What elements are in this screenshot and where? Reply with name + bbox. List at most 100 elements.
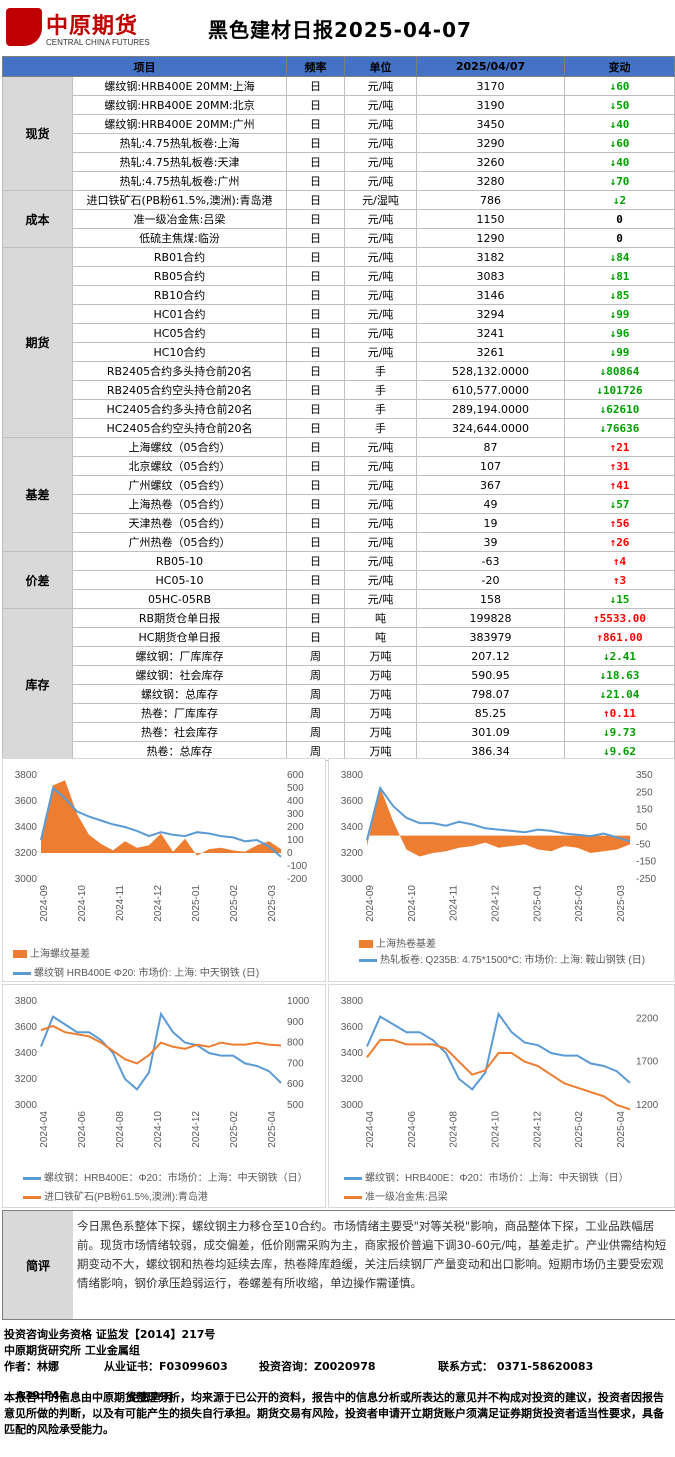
change-value: 40 <box>616 155 630 169</box>
frequency-cell: 日 <box>286 627 345 647</box>
change-value: 56 <box>616 516 630 530</box>
change-value: 9.73 <box>609 725 637 739</box>
legend-label: 上海热卷基差 <box>376 939 436 950</box>
y-right-tick-label: -50 <box>636 839 651 850</box>
frequency-cell: 日 <box>286 228 345 248</box>
table-row: 螺纹钢：厂库库存周万吨 207.12 ↓2.41 <box>3 646 675 666</box>
arrow-down-icon: ↓ <box>609 155 617 169</box>
legend-label: 螺纹钢 HRB400E Φ20: 市场价: 上海: 中天钢铁 (日) <box>34 968 260 979</box>
item-cell: 螺纹钢:HRB400E 20MM:广州 <box>72 114 287 134</box>
item-cell: 05HC-05RB <box>72 589 287 609</box>
y-right-tick-label: 2200 <box>636 1013 659 1024</box>
value-cell: 383979 <box>416 627 565 647</box>
logo-english-name: CENTRAL CHINA FUTURES <box>46 38 150 47</box>
y-right-tick-label: 50 <box>636 822 648 833</box>
legend-swatch <box>13 971 31 975</box>
arrow-down-icon: ↓ <box>609 497 617 511</box>
legend-label: 进口铁矿石(PB粉61.5%,澳洲):青岛港 <box>44 1192 208 1203</box>
change-cell: ↑26 <box>564 532 675 552</box>
x-tick-label: 2024-12 <box>491 885 502 922</box>
frequency-cell: 周 <box>286 684 345 704</box>
frequency-cell: 周 <box>286 665 345 685</box>
chart-shanghai-hrc-basis: 3800 3600 3400 3200 3000 350 250 150 50 -50 -150 -2… <box>328 758 675 982</box>
x-tick-label: 2024-06 <box>407 1111 418 1148</box>
table-row: HC期货仓单日报日吨 383979 ↑861.00 <box>3 627 675 647</box>
unit-cell: 吨 <box>344 608 417 628</box>
value-cell: 610,577.0000 <box>416 380 565 400</box>
frequency-cell: 日 <box>286 171 345 191</box>
frequency-cell: 日 <box>286 494 345 514</box>
legend-swatch <box>13 950 27 959</box>
change-cell: ↓2.41 <box>564 646 675 666</box>
change-value: 0 <box>616 212 623 226</box>
unit-cell: 万吨 <box>344 646 417 666</box>
frequency-cell: 日 <box>286 114 345 134</box>
unit-cell: 万吨 <box>344 722 417 742</box>
y-left-tick-label: 3000 <box>341 874 364 885</box>
unit-cell: 元/吨 <box>344 171 417 191</box>
frequency-cell: 日 <box>286 76 345 96</box>
value-cell: 3450 <box>416 114 565 134</box>
item-cell: HC2405合约多头持仓前20名 <box>72 399 287 419</box>
commentary-label: 简评 <box>3 1211 73 1319</box>
unit-cell: 元/吨 <box>344 513 417 533</box>
value-cell: 786 <box>416 190 565 210</box>
unit-cell: 元/吨 <box>344 494 417 514</box>
consulting-number: 投资咨询：Z0020978 <box>259 1360 376 1373</box>
value-cell: 3241 <box>416 323 565 343</box>
legend-swatch <box>344 1195 362 1199</box>
change-cell: 0 <box>564 209 675 229</box>
table-row: HC2405合约多头持仓前20名日手 289,194.0000 ↓62610 <box>3 399 675 419</box>
arrow-up-icon: ↑ <box>596 630 603 644</box>
y-left-tick-label: 3800 <box>15 996 38 1007</box>
table-row: 低硫主焦煤:临汾日元/吨 1290 0 <box>3 228 675 248</box>
legend-swatch <box>23 1195 41 1199</box>
item-cell: 天津热卷（05合约） <box>72 513 287 533</box>
y-left-tick-label: 3800 <box>15 770 38 781</box>
change-value: 50 <box>616 98 630 112</box>
y-right-tick-label: 300 <box>287 809 304 820</box>
unit-cell: 手 <box>344 418 417 438</box>
change-cell: ↑861.00 <box>564 627 675 647</box>
category-cell: 价差 <box>2 551 73 609</box>
unit-cell: 元/吨 <box>344 266 417 286</box>
value-cell: 798.07 <box>416 684 565 704</box>
unit-cell: 元/吨 <box>344 456 417 476</box>
table-row: 热轧:4.75热轧板卷:上海日元/吨 3290 ↓60 <box>3 133 675 153</box>
unit-cell: 元/吨 <box>344 475 417 495</box>
arrow-down-icon: ↓ <box>609 326 617 340</box>
y-left-tick-label: 3600 <box>15 796 38 807</box>
value-cell: 49 <box>416 494 565 514</box>
arrow-down-icon: ↓ <box>602 649 610 663</box>
item-cell: 上海螺纹（05合约） <box>72 437 287 457</box>
x-tick-label: 2024-10 <box>407 885 418 922</box>
item-cell: HC2405合约空头持仓前20名 <box>72 418 287 438</box>
change-value: 9.62 <box>609 744 637 758</box>
value-cell: 324,644.0000 <box>416 418 565 438</box>
change-cell: ↑0.11 <box>564 703 675 723</box>
table-row: 热轧:4.75热轧板卷:广州日元/吨 3280 ↓70 <box>3 171 675 191</box>
table-row: 热轧:4.75热轧板卷:天津日元/吨 3260 ↓40 <box>3 152 675 172</box>
arrow-down-icon: ↓ <box>609 288 617 302</box>
commentary-section: 简评 今日黑色系整体下探，螺纹钢主力移仓至10合约。市场情绪主要受"对等关税"影… <box>2 1210 675 1320</box>
table-row: 热卷：厂库库存周万吨 85.25 ↑0.11 <box>3 703 675 723</box>
disclaimer-title: 免责声明 <box>128 1391 172 1404</box>
x-tick-label: 2024-11 <box>449 885 460 921</box>
change-value: 76636 <box>606 421 640 435</box>
column-header-frequency: 频率 <box>286 56 345 77</box>
change-value: 80864 <box>606 364 640 378</box>
arrow-down-icon: ↓ <box>609 79 617 93</box>
change-cell: ↓96 <box>564 323 675 343</box>
unit-cell: 元/湿吨 <box>344 190 417 210</box>
frequency-cell: 日 <box>286 513 345 533</box>
item-cell: RB01合约 <box>72 247 287 267</box>
change-cell: ↓60 <box>564 133 675 153</box>
unit-cell: 万吨 <box>344 665 417 685</box>
arrow-up-icon: ↑ <box>609 516 617 530</box>
value-cell: 3083 <box>416 266 565 286</box>
y-left-tick-label: 3200 <box>341 848 364 859</box>
arrow-down-icon: ↓ <box>599 364 607 378</box>
table-row: 上海热卷（05合约）日元/吨 49 ↓57 <box>3 494 675 514</box>
y-right-tick-label: 600 <box>287 770 304 781</box>
item-cell: RB10合约 <box>72 285 287 305</box>
